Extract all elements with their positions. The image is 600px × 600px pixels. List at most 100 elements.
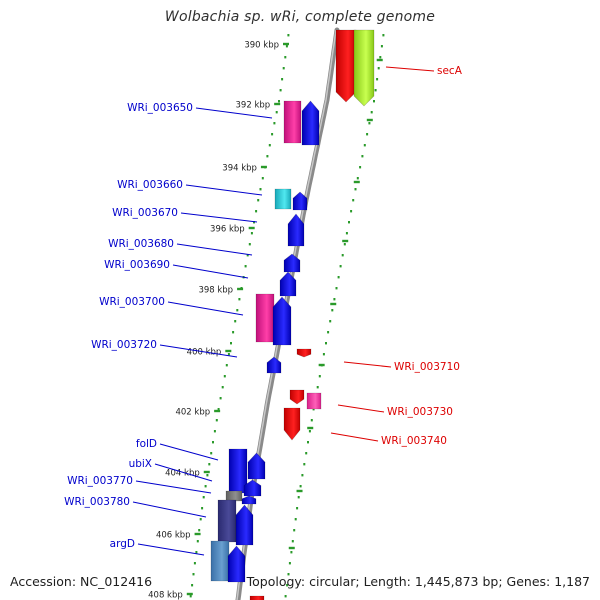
track-dot-left (279, 89, 282, 92)
track-dot-right (290, 551, 293, 554)
ruler-tick-label: 398 kbp (198, 286, 233, 296)
gene-arrow (287, 213, 305, 247)
ruler-tick-label: 396 kbp (210, 225, 245, 235)
track-dot-left (213, 430, 216, 433)
gene-arrow (249, 595, 265, 600)
ruler-tick (203, 470, 210, 474)
track-dot-right (286, 584, 289, 587)
track-dot-left (275, 111, 278, 114)
track-dot-right (382, 34, 385, 37)
track-dot-left (208, 463, 211, 466)
track-dot-left (212, 441, 214, 444)
forward-gene-label: WRi_003780 (64, 496, 130, 508)
track-dot-left (244, 265, 247, 268)
track-dot-left (221, 386, 224, 389)
track-dot-right (377, 67, 380, 70)
track-dot-left (259, 188, 262, 191)
track-dot-right (354, 188, 357, 191)
forward-leader-line (176, 243, 253, 256)
gene-arrow (247, 452, 266, 480)
forward-leader-line (180, 212, 258, 223)
ruler-tick (248, 226, 255, 230)
track-dot-right (310, 419, 313, 422)
right-track-dash (318, 363, 325, 367)
track-dot-right (316, 386, 319, 389)
track-dot-left (281, 78, 284, 81)
track-dot-right (331, 309, 334, 312)
gene-arrow (296, 348, 312, 358)
track-dot-right (288, 562, 291, 565)
track-dot-left (255, 210, 258, 213)
ruler-tick-label: 404 kbp (165, 469, 200, 479)
gene-arrow (279, 271, 297, 297)
ruler-tick-label: 408 kbp (148, 591, 183, 600)
track-dot-left (215, 419, 218, 422)
reverse-gene-label: secA (437, 65, 463, 77)
reverse-gene-label: WRi_003730 (387, 406, 453, 418)
track-dot-right (341, 254, 344, 257)
ruler-tick-label: 390 kbp (244, 41, 279, 51)
gene-arrow (241, 495, 257, 505)
track-dot-right (374, 89, 377, 92)
gene-arrow (227, 545, 246, 583)
forward-gene-label: WRi_003680 (108, 238, 174, 250)
reverse-gene-label: WRi_003740 (381, 435, 447, 447)
forward-leader-line (167, 301, 244, 316)
track-dot-left (217, 408, 220, 411)
track-dot-left (271, 133, 274, 136)
track-dot-right (284, 595, 287, 598)
track-dot-right (329, 320, 332, 323)
ruler-tick (274, 102, 281, 106)
dotted-tracks (189, 34, 385, 598)
right-track-dash (296, 489, 303, 493)
track-dot-left (199, 518, 202, 521)
forward-leader-line (159, 443, 219, 461)
map-title: Wolbachia sp. wRi, complete genome (164, 9, 436, 25)
gene-arrow (225, 490, 243, 502)
track-dot-right (361, 155, 364, 158)
track-dot-right (308, 430, 311, 433)
ruler-tick (283, 42, 289, 46)
forward-leader-line (135, 480, 212, 494)
track-dot-left (210, 452, 213, 455)
track-dot-left (223, 375, 226, 378)
forward-leader-line (195, 107, 273, 119)
track-dot-left (225, 364, 228, 367)
track-dot-right (299, 485, 302, 488)
track-dot-left (266, 155, 269, 158)
track-dot-right (350, 210, 353, 213)
track-dot-right (337, 276, 340, 279)
track-dot-left (189, 595, 192, 598)
track-dot-right (335, 287, 338, 290)
track-dot-right (301, 474, 304, 477)
track-dot-left (285, 45, 288, 48)
right-track-dash (342, 239, 349, 243)
gene-arrow (266, 356, 282, 374)
gene-arrow (289, 389, 305, 405)
track-dot-right (297, 496, 300, 499)
forward-gene-label: argD (110, 538, 135, 550)
right-track-dash (330, 302, 337, 306)
forward-gene-label: ubiX (129, 458, 152, 470)
track-dot-left (193, 562, 196, 565)
ruler-tick (194, 532, 201, 536)
track-dot-right (327, 331, 330, 334)
forward-gene-label: WRi_003690 (104, 259, 170, 271)
ruler-tick (225, 349, 232, 353)
track-dot-left (198, 529, 201, 532)
forward-gene-label: folD (136, 438, 157, 450)
forward-leader-line (172, 264, 249, 279)
ruler-tick (237, 287, 244, 291)
track-dot-left (191, 584, 194, 587)
right-track-dash (307, 426, 314, 430)
track-dot-right (356, 177, 359, 180)
track-dot-right (333, 298, 336, 301)
track-dot-left (236, 309, 239, 312)
track-dot-left (202, 496, 205, 499)
forward-gene-label: WRi_003650 (127, 102, 193, 114)
track-dot-right (287, 573, 290, 576)
track-dot-right (303, 463, 306, 466)
forward-leader-line (132, 501, 207, 518)
track-dot-left (201, 507, 204, 510)
